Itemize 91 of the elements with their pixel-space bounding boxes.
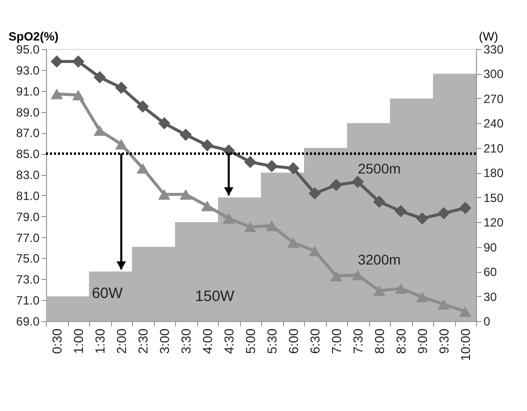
point	[416, 292, 428, 302]
y2-tick-label: 30	[484, 290, 498, 304]
x-tick-label: 10:00	[458, 328, 473, 362]
point	[50, 88, 63, 100]
x-tick-label: 3:00	[156, 328, 172, 354]
point	[266, 160, 278, 172]
point	[287, 237, 300, 248]
y-tick-label: 93.0	[16, 63, 40, 78]
y2-tick-label: 330	[484, 42, 504, 56]
y-tick-label: 77.0	[16, 230, 40, 245]
y2-tick-label: 300	[484, 67, 504, 82]
point	[244, 156, 256, 168]
point	[115, 82, 128, 94]
x-tick-label: 5:30	[264, 328, 280, 354]
point	[180, 128, 192, 141]
x-tick-label: 8:00	[372, 328, 387, 354]
point	[352, 270, 364, 280]
x-tick-label: 6:00	[286, 328, 301, 354]
point	[308, 187, 321, 200]
point	[50, 55, 63, 68]
y-tick-label: 69.0	[16, 314, 40, 328]
y-tick-label: 79.0	[16, 210, 40, 224]
y2-tick-label: 120	[484, 216, 504, 230]
point	[72, 90, 84, 100]
point	[136, 100, 149, 113]
y2-tick-label: 60	[484, 265, 498, 280]
y-tick-label: 87.0	[16, 126, 40, 140]
y-tick-label: 85.0	[16, 147, 40, 162]
point	[115, 138, 128, 150]
x-tick-label: 5:00	[242, 328, 258, 354]
point	[330, 270, 342, 282]
x-tick-label: 8:30	[393, 328, 408, 354]
point	[459, 306, 472, 317]
y-tick-label: 75.0	[16, 252, 40, 266]
point	[394, 283, 407, 294]
y-tick-label: 95.0	[16, 42, 40, 56]
x-tick-label: 2:00	[114, 328, 129, 354]
y2-tick-label: 150	[484, 190, 504, 205]
x-tick-label: 2:30	[135, 328, 150, 354]
point	[158, 189, 170, 200]
y2-tick-label: 210	[484, 141, 504, 156]
point	[94, 71, 106, 84]
y2-tick-label: 0	[484, 314, 490, 328]
annotation: 60W	[92, 285, 124, 302]
point	[201, 139, 214, 152]
x-tick-label: 4:00	[200, 328, 215, 354]
y2-tick-label: 270	[484, 92, 504, 106]
point	[222, 213, 235, 224]
x-tick-label: 9:00	[414, 328, 430, 354]
point	[352, 176, 364, 188]
y2-tick-label: 180	[484, 166, 504, 180]
point	[158, 117, 170, 130]
annotation: 150W	[195, 288, 236, 305]
y-tick-label: 73.0	[16, 272, 40, 287]
point	[244, 222, 256, 232]
series-label: 3200m	[358, 252, 401, 268]
point	[459, 202, 472, 214]
point	[373, 196, 386, 208]
x-tick-label: 7:00	[328, 328, 344, 354]
point	[438, 207, 450, 220]
series-label: 2500m	[358, 160, 401, 177]
point	[201, 200, 214, 212]
x-tick-label: 0:30	[49, 328, 64, 354]
y-tick-label: 71.0	[16, 294, 40, 308]
point	[266, 220, 278, 232]
x-tick-label: 7:30	[350, 328, 366, 354]
point	[308, 246, 321, 256]
y-axis-title: SpO2(%)	[8, 30, 59, 44]
y-tick-label: 83.0	[16, 168, 40, 182]
x-tick-label: 3:30	[178, 328, 194, 354]
point	[373, 285, 386, 296]
point	[330, 178, 342, 192]
point	[136, 162, 149, 174]
point	[94, 125, 106, 136]
point	[438, 298, 450, 310]
point	[180, 189, 192, 200]
y2-tick-label: 90	[484, 240, 498, 254]
point	[394, 205, 407, 218]
x-tick-label: 1:00	[70, 328, 86, 354]
x-tick-label: 9:30	[436, 328, 452, 354]
y2-axis-title: (W)	[478, 30, 498, 44]
y-tick-label: 81.0	[16, 188, 40, 203]
y-tick-label: 91.0	[16, 84, 40, 98]
point	[416, 212, 428, 225]
y-tick-label: 89.0	[16, 105, 40, 120]
y2-tick-label: 240	[484, 116, 504, 131]
x-tick-label: 1:30	[92, 328, 108, 354]
x-tick-label: 4:30	[221, 328, 236, 354]
x-tick-label: 6:30	[307, 328, 322, 354]
point	[287, 162, 300, 174]
point	[72, 55, 84, 68]
